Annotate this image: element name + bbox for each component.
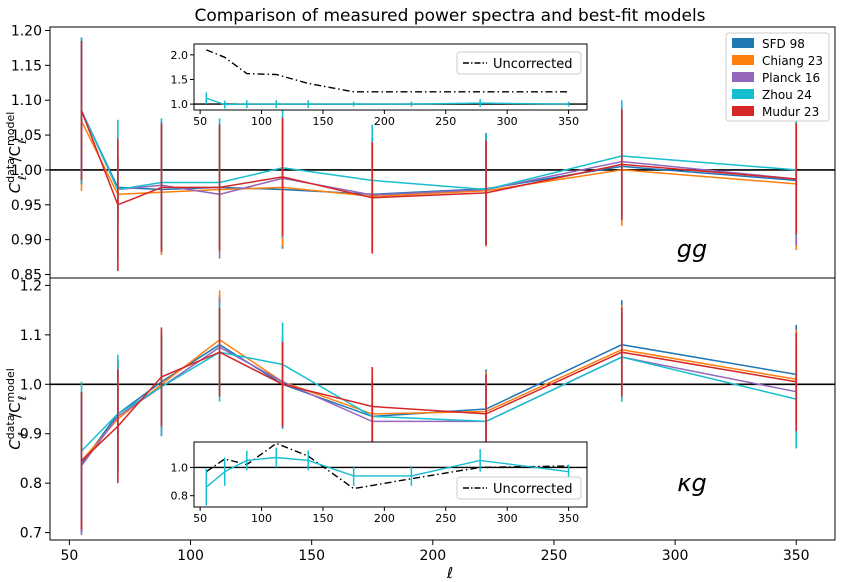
inset-y-tick-label: 1.5: [171, 73, 189, 86]
chart-title: Comparison of measured power spectra and…: [194, 6, 705, 26]
inset-x-tick-label: 350: [558, 512, 579, 525]
y-tick-label: 1.15: [11, 58, 42, 74]
x-tick-label: 250: [541, 548, 568, 564]
plot-layer: 0.850.900.951.001.051.101.151.20Cdataℓ/C…: [4, 23, 836, 564]
inset-gg: 50 100 150 200 250 300 350 1.0 1.5 2.0 Uncorrected: [171, 43, 588, 128]
y-tick-label: 0.85: [11, 268, 42, 284]
inset-x-tick-label: 150: [312, 512, 333, 525]
panel-label: gg: [677, 235, 707, 263]
y-axis-label: Cdataℓ/Cmodelℓ: [4, 368, 29, 450]
x-tick-label: 100: [177, 548, 204, 564]
inset-y-tick-label: 2.0: [171, 49, 189, 62]
legend-label: Chiang 23: [762, 54, 823, 68]
inset-zhou-line: [206, 97, 569, 106]
x-tick-label: 350: [783, 548, 810, 564]
inset-x-tick-label: 50: [193, 512, 207, 525]
legend: SFD 98 Chiang 23 Planck 16 Zhou 24 Mudur 23: [725, 32, 830, 122]
y-axis-label-part: ℓ: [16, 175, 29, 181]
series-line: [80, 110, 797, 206]
inset-y-tick-label: 0.8: [171, 490, 189, 503]
panel-frame: [49, 277, 836, 541]
y-axis-label: Cdataℓ/Cmodelℓ: [4, 112, 29, 194]
inset-legend-label: Uncorrected: [493, 482, 573, 497]
y-axis-label-part: ℓ: [16, 432, 29, 438]
inset-x-tick-label: 100: [251, 115, 272, 128]
y-tick-label: 1.0: [20, 377, 42, 393]
y-axis-label-part: data: [4, 415, 17, 440]
inset-x-tick-label: 250: [435, 115, 456, 128]
inset-legend-box: [456, 476, 582, 500]
legend-swatch: [732, 72, 754, 82]
y-axis-label-part: model: [4, 112, 17, 146]
legend-label: Mudur 23: [762, 105, 819, 119]
y-tick-label: 1.20: [11, 23, 42, 39]
inset-legend: Uncorrected: [456, 51, 582, 75]
inset-y-tick-label: 1.0: [171, 461, 189, 474]
x-tick-label: 200: [419, 548, 446, 564]
inset-y-tick-label: 1.0: [171, 98, 189, 111]
inset-x-tick-label: 350: [558, 115, 579, 128]
legend-label: Zhou 24: [762, 88, 812, 102]
series-mudur-23: [80, 40, 798, 272]
y-tick-label: 0.8: [20, 476, 42, 492]
inset-x-tick-label: 50: [193, 115, 207, 128]
inset-kg: 50 100 150 200 250 300 350 0.8 1.0 Uncorrected: [171, 441, 588, 525]
y-tick-label: 1.1: [20, 328, 42, 344]
legend-swatch: [732, 38, 754, 48]
y-tick-label: 0.90: [11, 233, 42, 249]
y-axis-label-part: ℓ: [16, 396, 29, 402]
legend-swatch: [732, 55, 754, 65]
y-tick-label: 1.2: [20, 278, 42, 294]
legend-label: SFD 98: [762, 37, 805, 51]
inset-x-tick-label: 200: [374, 512, 395, 525]
inset-uncorrected-line: [205, 442, 569, 490]
y-tick-label: 1.00: [11, 163, 42, 179]
x-axis-label: ℓ: [446, 564, 453, 582]
y-axis-label-part: data: [4, 158, 17, 183]
inset-zhou-line: [205, 456, 569, 488]
inset-legend: Uncorrected: [456, 476, 582, 500]
inset-x-tick-label: 100: [251, 512, 272, 525]
y-tick-label: 1.05: [11, 128, 42, 144]
x-tick-label: 150: [298, 548, 325, 564]
series-line: [80, 351, 797, 462]
legend-swatch: [732, 106, 754, 116]
panel-gg: 0.850.900.951.001.051.101.151.20Cdataℓ/C…: [4, 23, 836, 284]
y-axis-label-part: ℓ: [16, 139, 29, 145]
y-tick-label: 0.7: [20, 526, 42, 542]
inset-legend-label: Uncorrected: [493, 57, 573, 72]
inset-x-tick-label: 300: [497, 512, 518, 525]
y-axis-label-part: model: [4, 368, 17, 402]
y-axis-label-part: C: [6, 439, 24, 450]
x-tick-label: 300: [662, 548, 689, 564]
y-tick-label: 0.95: [11, 198, 42, 214]
inset-x-tick-label: 300: [497, 115, 518, 128]
y-tick-label: 0.9: [20, 427, 42, 443]
panel-label: κg: [677, 469, 706, 497]
inset-x-tick-label: 150: [312, 115, 333, 128]
y-tick-label: 1.10: [11, 93, 42, 109]
y-axis-label-part: /C: [6, 146, 24, 162]
inset-legend-box: [456, 51, 582, 75]
inset-x-tick-label: 250: [435, 512, 456, 525]
x-tick-label: 50: [60, 548, 78, 564]
y-axis-label-part: /C: [6, 402, 24, 418]
y-axis-label-part: C: [6, 182, 24, 193]
legend-swatch: [732, 89, 754, 99]
inset-x-tick-label: 200: [374, 115, 395, 128]
series-mudur-23: [80, 307, 798, 531]
legend-label: Planck 16: [762, 71, 820, 85]
